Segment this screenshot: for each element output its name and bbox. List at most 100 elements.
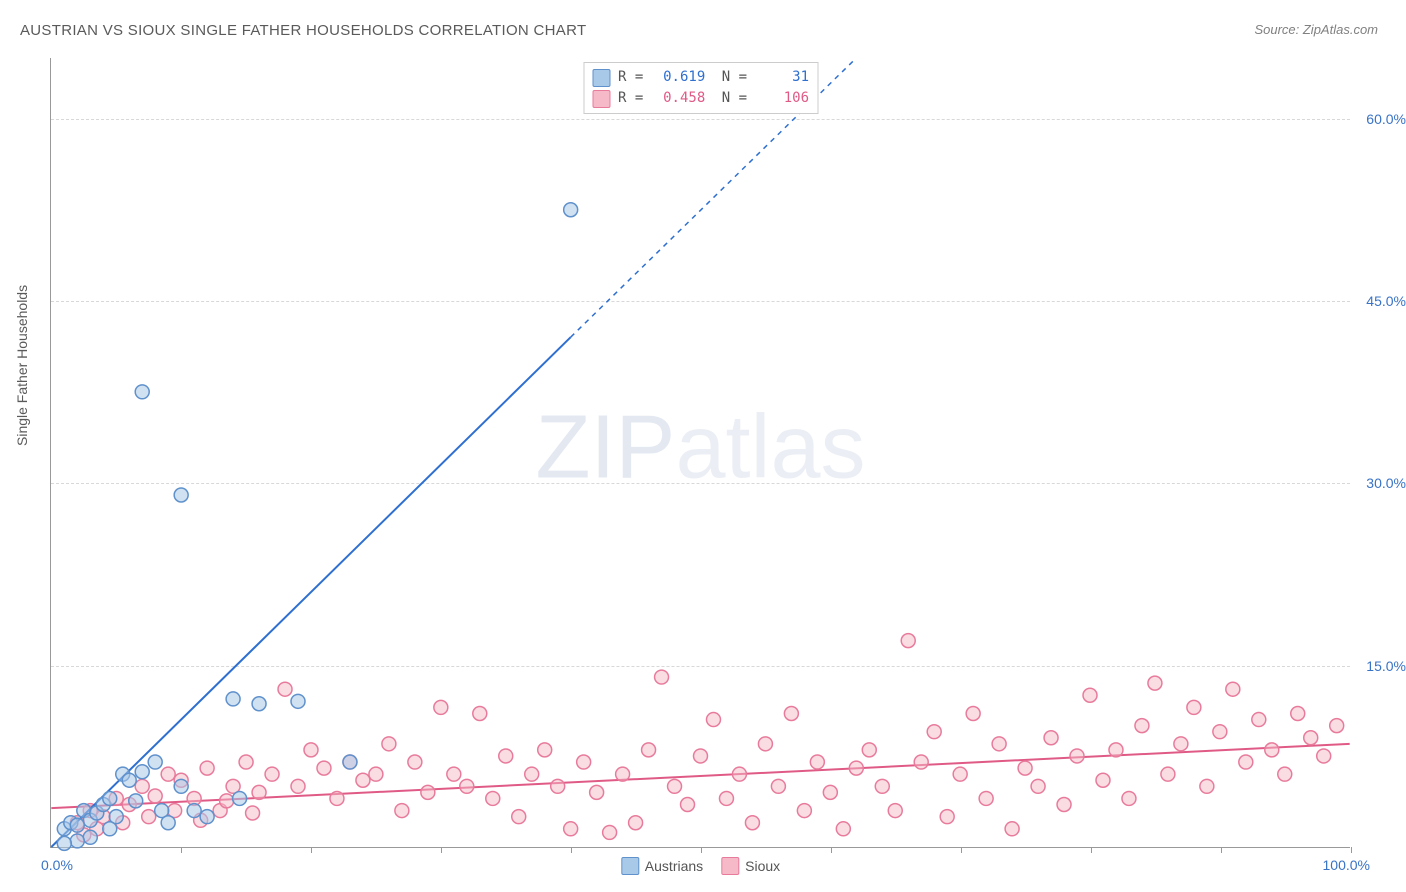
n-value: 106 [755, 88, 809, 109]
data-point [1200, 779, 1214, 793]
data-point [278, 682, 292, 696]
legend-swatch [621, 857, 639, 875]
r-value: 0.619 [651, 67, 705, 88]
data-point [1304, 731, 1318, 745]
data-point [966, 706, 980, 720]
x-tick [441, 847, 442, 853]
data-point [1031, 779, 1045, 793]
data-point [706, 713, 720, 727]
data-point [979, 791, 993, 805]
data-point [564, 822, 578, 836]
data-point [1252, 713, 1266, 727]
data-point [408, 755, 422, 769]
data-point [291, 779, 305, 793]
data-point [135, 779, 149, 793]
data-point [629, 816, 643, 830]
r-label: R = [618, 88, 643, 109]
chart-title: AUSTRIAN VS SIOUX SINGLE FATHER HOUSEHOL… [20, 22, 586, 39]
x-tick [1221, 847, 1222, 853]
data-point [304, 743, 318, 757]
data-point [174, 779, 188, 793]
data-point [719, 791, 733, 805]
data-point [421, 785, 435, 799]
data-point [265, 767, 279, 781]
data-point [103, 791, 117, 805]
data-point [551, 779, 565, 793]
data-point [1317, 749, 1331, 763]
data-point [538, 743, 552, 757]
data-point [57, 836, 71, 850]
legend-label: Austrians [645, 858, 703, 874]
data-point [771, 779, 785, 793]
data-point [129, 794, 143, 808]
data-point [992, 737, 1006, 751]
data-point [382, 737, 396, 751]
data-point [888, 804, 902, 818]
data-point [161, 816, 175, 830]
data-point [1083, 688, 1097, 702]
data-point [1018, 761, 1032, 775]
data-point [564, 203, 578, 217]
data-point [732, 767, 746, 781]
data-point [1187, 700, 1201, 714]
data-point [246, 806, 260, 820]
x-tick [571, 847, 572, 853]
data-point [784, 706, 798, 720]
x-tick [1091, 847, 1092, 853]
data-point [810, 755, 824, 769]
data-point [103, 822, 117, 836]
data-point [187, 804, 201, 818]
x-tick [701, 847, 702, 853]
data-point [1096, 773, 1110, 787]
data-point [577, 755, 591, 769]
data-point [525, 767, 539, 781]
data-point [220, 794, 234, 808]
data-point [616, 767, 630, 781]
data-point [1226, 682, 1240, 696]
data-point [142, 810, 156, 824]
data-point [330, 791, 344, 805]
data-point [1330, 719, 1344, 733]
data-point [135, 765, 149, 779]
data-point [927, 725, 941, 739]
x-tick [961, 847, 962, 853]
data-point [953, 767, 967, 781]
data-point [317, 761, 331, 775]
data-point [200, 761, 214, 775]
scatter-chart-svg [51, 58, 1350, 847]
x-axis-min-label: 0.0% [41, 857, 73, 873]
source-attribution: Source: ZipAtlas.com [1254, 22, 1378, 37]
data-point [148, 789, 162, 803]
data-point [252, 785, 266, 799]
data-point [940, 810, 954, 824]
n-value: 31 [755, 67, 809, 88]
data-point [914, 755, 928, 769]
data-point [1161, 767, 1175, 781]
data-point [668, 779, 682, 793]
data-point [369, 767, 383, 781]
data-point [83, 830, 97, 844]
y-tick-label: 60.0% [1366, 111, 1406, 127]
x-tick [311, 847, 312, 853]
data-point [512, 810, 526, 824]
plot-area: ZIPatlas 15.0%30.0%45.0%60.0% 0.0% 100.0… [50, 58, 1350, 848]
data-point [1109, 743, 1123, 757]
data-point [1044, 731, 1058, 745]
legend-label: Sioux [745, 858, 780, 874]
data-point [135, 385, 149, 399]
x-tick [181, 847, 182, 853]
data-point [1122, 791, 1136, 805]
n-label: N = [713, 67, 747, 88]
n-label: N = [713, 88, 747, 109]
data-point [590, 785, 604, 799]
data-point [460, 779, 474, 793]
legend-series: Austrians Sioux [621, 857, 780, 875]
data-point [233, 791, 247, 805]
data-point [875, 779, 889, 793]
data-point [148, 755, 162, 769]
data-point [1265, 743, 1279, 757]
legend-swatch [592, 90, 610, 108]
data-point [473, 706, 487, 720]
data-point [1213, 725, 1227, 739]
data-point [758, 737, 772, 751]
